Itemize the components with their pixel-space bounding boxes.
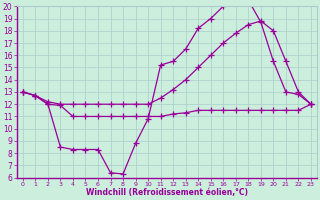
X-axis label: Windchill (Refroidissement éolien,°C): Windchill (Refroidissement éolien,°C) xyxy=(86,188,248,197)
